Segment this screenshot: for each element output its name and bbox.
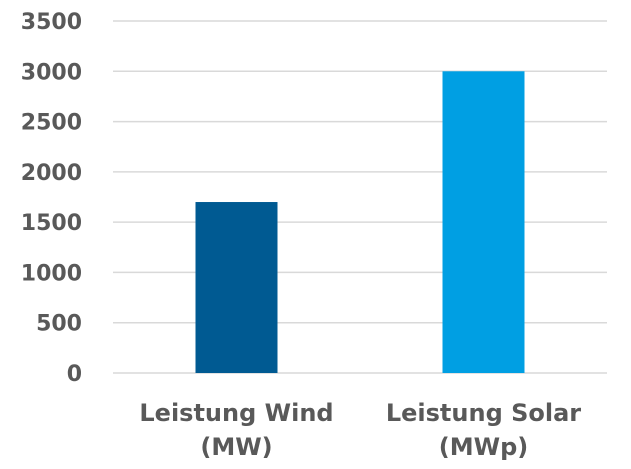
y-tick-label: 0 (67, 362, 82, 387)
x-category-label: (MWp) (439, 433, 528, 461)
y-tick-label: 2500 (21, 111, 82, 136)
x-category-label: Leistung Wind (139, 399, 333, 427)
y-tick-label: 2000 (21, 161, 82, 186)
y-tick-label: 1000 (21, 261, 82, 286)
y-tick-label: 3000 (21, 60, 82, 85)
bar-1 (442, 71, 525, 374)
bars (195, 71, 525, 374)
x-category-label: (MW) (200, 433, 272, 461)
gridlines (113, 20, 607, 374)
y-tick-label: 1500 (21, 211, 82, 236)
y-tick-label: 3500 (21, 10, 82, 35)
y-axis-tick-labels: 0 500 1000 1500 2000 2500 3000 3500 (21, 10, 82, 387)
bar-0 (195, 202, 278, 373)
x-category-label: Leistung Solar (386, 399, 581, 427)
x-axis-category-labels: Leistung Wind (MW) Leistung Solar (MWp) (139, 399, 581, 461)
y-tick-label: 500 (36, 312, 82, 337)
